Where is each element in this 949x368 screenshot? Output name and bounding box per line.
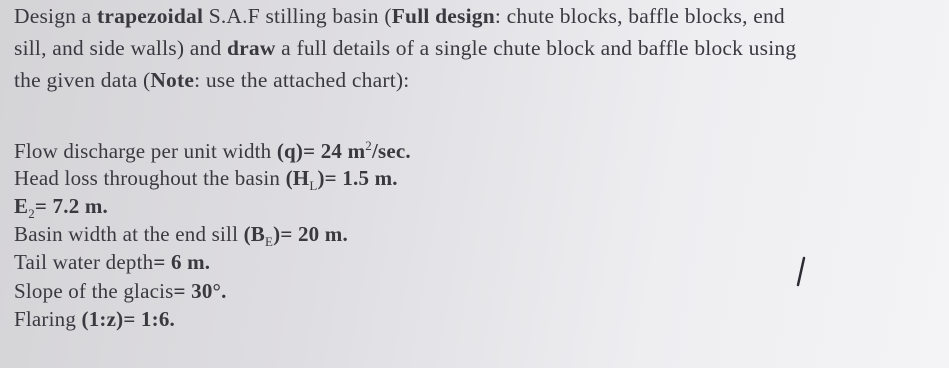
text-run: (B xyxy=(243,222,265,246)
text-run: Flow discharge per unit width xyxy=(14,139,277,163)
text-run: trapezoidal xyxy=(97,4,204,28)
text-run: 2 xyxy=(365,138,372,153)
text-run: : use the attached chart): xyxy=(194,68,410,92)
data-item: Tail water depth= 6 m. xyxy=(14,250,210,275)
text-run: (H xyxy=(285,166,310,190)
text-run: S.A.F stilling basin ( xyxy=(203,4,392,28)
statement-line: Design a trapezoidal S.A.F stilling basi… xyxy=(14,4,785,29)
text-run: draw xyxy=(227,36,276,60)
data-item: E2= 7.2 m. xyxy=(14,194,108,222)
text-run: : chute blocks, baffle blocks, end xyxy=(494,4,785,28)
text-run: = 7.2 m. xyxy=(34,194,108,218)
text-run: Tail water depth xyxy=(14,250,154,274)
text-run: Slope of the glacis xyxy=(14,279,174,303)
text-run: Flaring xyxy=(14,307,82,331)
data-item: Flaring (1:z)= 1:6. xyxy=(14,307,175,332)
text-run: Design a xyxy=(14,4,98,28)
text-run: )= 1.5 m. xyxy=(317,166,398,190)
text-run: = 6 m. xyxy=(153,250,211,274)
pen-mark xyxy=(796,256,806,287)
data-item: Basin width at the end sill (BE)= 20 m. xyxy=(14,222,348,250)
text-run: Full design xyxy=(391,4,495,28)
text-run: /sec. xyxy=(371,139,411,163)
statement-line: the given data (Note: use the attached c… xyxy=(14,68,409,93)
text-run: E xyxy=(264,234,274,250)
text-run: Head loss throughout the basin xyxy=(14,166,286,190)
text-run: (q)= 24 m xyxy=(276,139,366,163)
data-item: Slope of the glacis= 30°. xyxy=(14,279,227,304)
text-run: L xyxy=(309,178,318,194)
text-run: = 30°. xyxy=(173,279,227,303)
text-run: sill, and side walls) and xyxy=(14,36,227,60)
data-item: Head loss throughout the basin (HL)= 1.5… xyxy=(14,166,398,194)
text-run: the given data ( xyxy=(14,68,151,92)
statement-line: sill, and side walls) and draw a full de… xyxy=(14,36,796,61)
text-run: a full details of a single chute block a… xyxy=(275,36,797,60)
text-run: Note xyxy=(150,68,195,92)
text-run: E xyxy=(14,194,29,218)
data-item: Flow discharge per unit width (q)= 24 m2… xyxy=(14,138,411,164)
text-run: 2 xyxy=(28,206,35,222)
text-run: (1:z)= 1:6. xyxy=(81,307,175,331)
text-run: Basin width at the end sill xyxy=(14,222,244,246)
text-run: )= 20 m. xyxy=(273,222,348,246)
